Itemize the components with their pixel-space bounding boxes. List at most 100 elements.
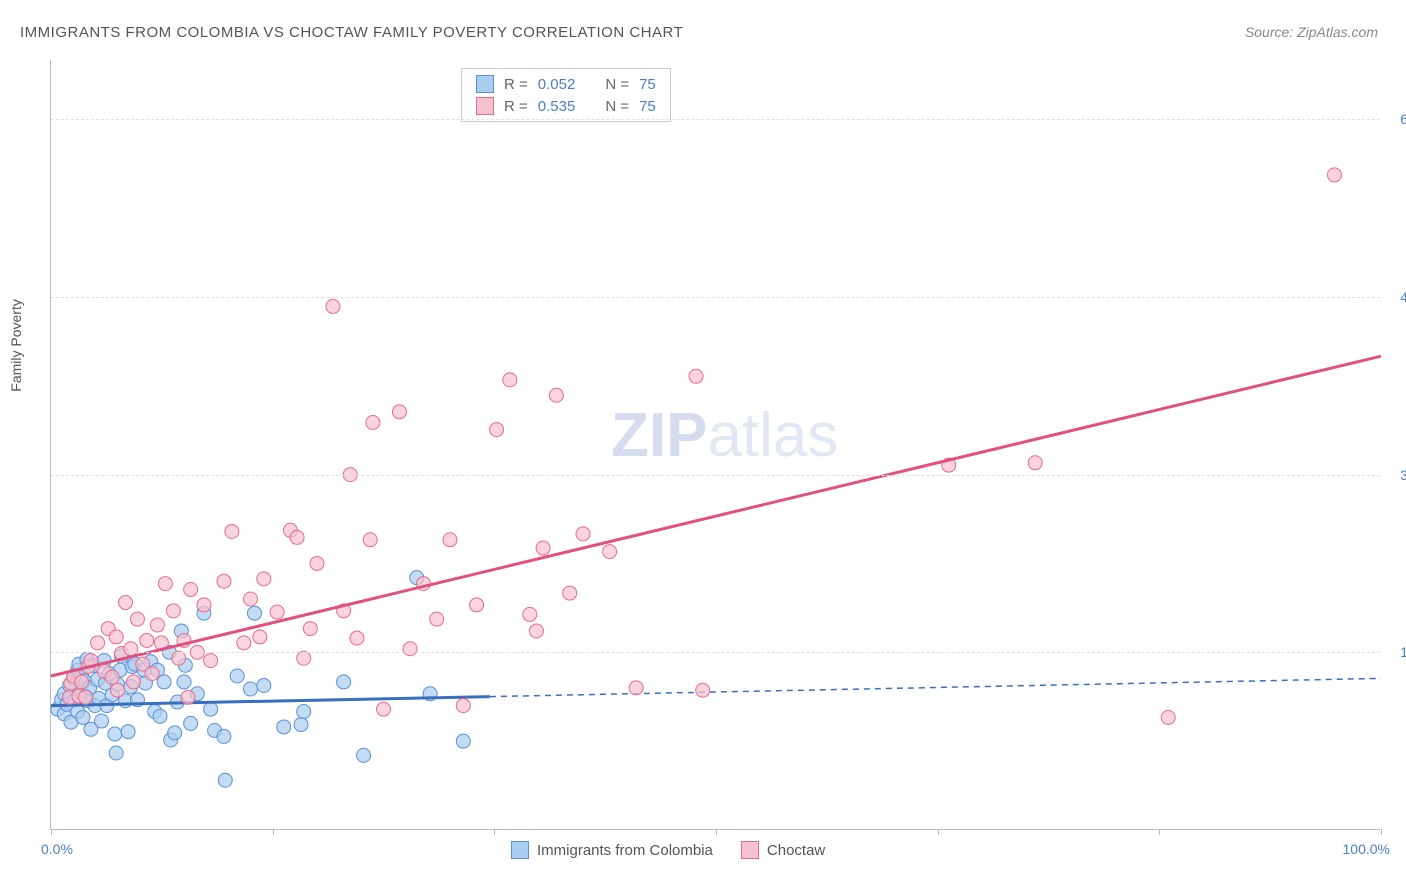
scatter-point xyxy=(1161,710,1175,724)
legend-n-value: 75 xyxy=(639,76,656,93)
scatter-point xyxy=(257,678,271,692)
x-axis-label-min: 0.0% xyxy=(41,841,73,857)
trend-line-dashed xyxy=(490,678,1381,696)
legend-r-value: 0.535 xyxy=(538,98,576,115)
scatter-point xyxy=(95,714,109,728)
scatter-point xyxy=(576,527,590,541)
x-axis-label-max: 100.0% xyxy=(1343,841,1390,857)
legend-series-label: Immigrants from Colombia xyxy=(537,842,713,859)
legend-series-item: Immigrants from Colombia xyxy=(511,841,713,859)
legend-swatch xyxy=(511,841,529,859)
scatter-point xyxy=(121,725,135,739)
scatter-point xyxy=(126,675,140,689)
scatter-svg xyxy=(51,60,1380,829)
scatter-point xyxy=(363,533,377,547)
scatter-point xyxy=(549,388,563,402)
scatter-point xyxy=(166,604,180,618)
scatter-point xyxy=(91,636,105,650)
scatter-point xyxy=(629,681,643,695)
scatter-point xyxy=(158,577,172,591)
scatter-point xyxy=(247,606,261,620)
y-tick-label: 15.0% xyxy=(1385,644,1406,660)
scatter-point xyxy=(217,574,231,588)
scatter-point xyxy=(366,415,380,429)
scatter-point xyxy=(430,612,444,626)
legend-n-label: N = xyxy=(605,76,629,93)
scatter-point xyxy=(337,675,351,689)
scatter-point xyxy=(130,612,144,626)
scatter-point xyxy=(184,583,198,597)
source-attribution: Source: ZipAtlas.com xyxy=(1245,24,1378,40)
scatter-point xyxy=(270,605,284,619)
chart-title: IMMIGRANTS FROM COLOMBIA VS CHOCTAW FAMI… xyxy=(20,24,683,41)
scatter-point xyxy=(350,631,364,645)
scatter-point xyxy=(105,670,119,684)
scatter-point xyxy=(172,651,186,665)
plot-area: ZIPatlas R =0.052N =75R =0.535N =75 Immi… xyxy=(50,60,1380,830)
grid-line xyxy=(51,297,1380,298)
scatter-point xyxy=(297,705,311,719)
scatter-point xyxy=(403,642,417,656)
legend-swatch xyxy=(476,97,494,115)
legend-n-value: 75 xyxy=(639,98,656,115)
scatter-point xyxy=(217,729,231,743)
scatter-point xyxy=(563,586,577,600)
scatter-point xyxy=(696,683,710,697)
scatter-point xyxy=(290,530,304,544)
y-tick-label: 45.0% xyxy=(1385,289,1406,305)
scatter-point xyxy=(244,682,258,696)
scatter-point xyxy=(197,598,211,612)
scatter-point xyxy=(150,618,164,632)
legend-series-item: Choctaw xyxy=(741,841,825,859)
legend-n-label: N = xyxy=(605,98,629,115)
scatter-point xyxy=(109,630,123,644)
scatter-point xyxy=(297,651,311,665)
scatter-point xyxy=(603,545,617,559)
scatter-point xyxy=(157,675,171,689)
scatter-point xyxy=(529,624,543,638)
legend-swatch xyxy=(741,841,759,859)
scatter-point xyxy=(244,592,258,606)
scatter-point xyxy=(490,423,504,437)
scatter-point xyxy=(1028,456,1042,470)
y-tick-label: 30.0% xyxy=(1385,467,1406,483)
scatter-point xyxy=(153,709,167,723)
legend-correlation: R =0.052N =75R =0.535N =75 xyxy=(461,68,671,122)
legend-correlation-row: R =0.052N =75 xyxy=(462,73,670,95)
scatter-point xyxy=(303,622,317,636)
x-tick xyxy=(273,829,274,835)
scatter-point xyxy=(140,633,154,647)
x-tick xyxy=(1159,829,1160,835)
y-axis-title: Family Poverty xyxy=(8,299,24,392)
scatter-point xyxy=(536,541,550,555)
grid-line xyxy=(51,475,1380,476)
legend-series: Immigrants from Colombia Choctaw xyxy=(511,841,825,859)
legend-correlation-row: R = 0.535 N = 75 xyxy=(462,95,670,117)
scatter-point xyxy=(443,533,457,547)
grid-line xyxy=(51,119,1380,120)
scatter-point xyxy=(75,675,89,689)
scatter-point xyxy=(218,773,232,787)
scatter-point xyxy=(145,667,159,681)
legend-series-label: Choctaw xyxy=(767,842,825,859)
legend-r-value: 0.052 xyxy=(538,76,576,93)
scatter-point xyxy=(257,572,271,586)
trend-line xyxy=(51,356,1381,676)
x-tick xyxy=(1381,829,1382,835)
scatter-point xyxy=(503,373,517,387)
scatter-point xyxy=(689,369,703,383)
scatter-point xyxy=(204,702,218,716)
scatter-point xyxy=(470,598,484,612)
scatter-point xyxy=(1327,168,1341,182)
scatter-point xyxy=(357,748,371,762)
scatter-point xyxy=(310,556,324,570)
x-tick xyxy=(716,829,717,835)
scatter-point xyxy=(184,716,198,730)
y-tick-label: 60.0% xyxy=(1385,111,1406,127)
scatter-point xyxy=(76,710,90,724)
legend-r-label: R = xyxy=(504,98,528,115)
scatter-point xyxy=(230,669,244,683)
x-tick xyxy=(938,829,939,835)
scatter-point xyxy=(204,654,218,668)
scatter-point xyxy=(237,636,251,650)
